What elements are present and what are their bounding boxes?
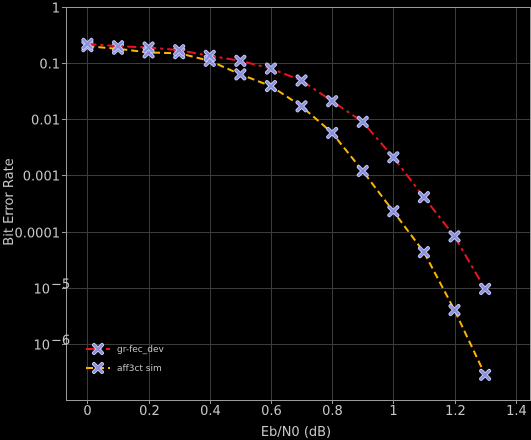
legend-item: aff3ct sim — [86, 362, 162, 374]
y-tick-label: 0.1 — [39, 58, 60, 73]
marker-core — [296, 101, 307, 112]
y-tick-label: 10 — [33, 283, 50, 298]
y-tick-label: 0.001 — [23, 170, 60, 185]
marker-core — [327, 127, 338, 139]
data-point — [387, 151, 400, 164]
axis-ticks: 0 0.2 0.4 0.6 0.8 1 1.2 1.4 1 0.1 0.01 0.001 0.0001 1… — [15, 2, 527, 420]
marker-core — [235, 55, 246, 66]
marker-core — [480, 283, 491, 295]
y-tick-label: 0.01 — [31, 114, 60, 129]
data-point — [417, 246, 430, 259]
data-point — [81, 37, 94, 50]
data-point — [234, 68, 247, 81]
legend: gr-fec_dev aff3ct sim — [86, 343, 164, 374]
data-point — [356, 164, 369, 177]
marker-core — [82, 38, 93, 50]
x-tick-label: 0.2 — [139, 404, 160, 419]
grid-lines — [66, 7, 531, 400]
data-point — [387, 205, 400, 218]
y-tick-label: 0.0001 — [15, 227, 61, 242]
marker-core — [235, 69, 246, 80]
data-point — [417, 191, 430, 204]
data-point — [295, 100, 308, 113]
data-point — [264, 62, 277, 75]
legend-marker — [92, 343, 104, 355]
series-line — [87, 42, 486, 290]
x-tick-label: 0.8 — [322, 404, 343, 419]
marker-core — [418, 247, 430, 258]
legend-marker — [92, 362, 104, 374]
data-point — [448, 230, 461, 243]
data-series — [81, 37, 492, 381]
marker-core — [204, 50, 215, 61]
series-aff3ct-sim — [81, 40, 492, 381]
x-tick-label: 1.4 — [506, 404, 527, 419]
data-point — [326, 95, 339, 108]
marker-core — [418, 192, 430, 203]
marker-core — [388, 152, 399, 163]
x-tick-label: 0.4 — [200, 404, 221, 419]
marker-core — [92, 362, 104, 374]
legend-item: gr-fec_dev — [86, 343, 164, 355]
y-axis-label: Bit Error Rate — [2, 158, 17, 245]
data-point — [264, 80, 277, 93]
x-axis-label: Eb/N0 (dB) — [261, 425, 331, 440]
series-line — [87, 45, 487, 376]
y-tick-exponent: −5 — [51, 278, 70, 293]
data-point — [203, 49, 216, 62]
marker-core — [296, 75, 307, 86]
marker-core — [388, 206, 399, 217]
marker-core — [480, 369, 491, 380]
data-point — [479, 282, 492, 295]
plot-frame — [66, 7, 531, 401]
marker-core — [265, 81, 277, 92]
marker-core — [357, 116, 368, 127]
legend-label: aff3ct sim — [117, 364, 162, 374]
data-point — [295, 74, 308, 87]
marker-core — [357, 165, 368, 177]
legend-label: gr-fec_dev — [117, 345, 164, 355]
y-tick-label: 1 — [52, 2, 60, 17]
marker-core — [143, 42, 154, 53]
y-tick-exponent: −6 — [51, 334, 70, 349]
y-tick-label: 10 — [33, 339, 50, 354]
x-tick-label: 0 — [83, 404, 91, 419]
marker-core — [449, 304, 460, 316]
data-point — [234, 54, 247, 67]
marker-core — [112, 41, 124, 52]
data-point — [479, 368, 492, 381]
data-point — [326, 126, 339, 139]
marker-core — [265, 63, 277, 74]
x-tick-label: 0.6 — [261, 404, 282, 419]
series-gr-fec-dev — [81, 37, 492, 295]
x-tick-label: 1.2 — [445, 404, 466, 419]
marker-core — [449, 231, 460, 242]
data-point — [448, 304, 461, 317]
data-point — [173, 44, 186, 57]
marker-core — [327, 96, 338, 107]
marker-core — [92, 343, 104, 355]
data-point — [112, 40, 125, 53]
data-point — [142, 41, 155, 54]
x-tick-label: 1 — [389, 404, 397, 419]
marker-core — [174, 45, 185, 56]
data-point — [356, 115, 369, 128]
